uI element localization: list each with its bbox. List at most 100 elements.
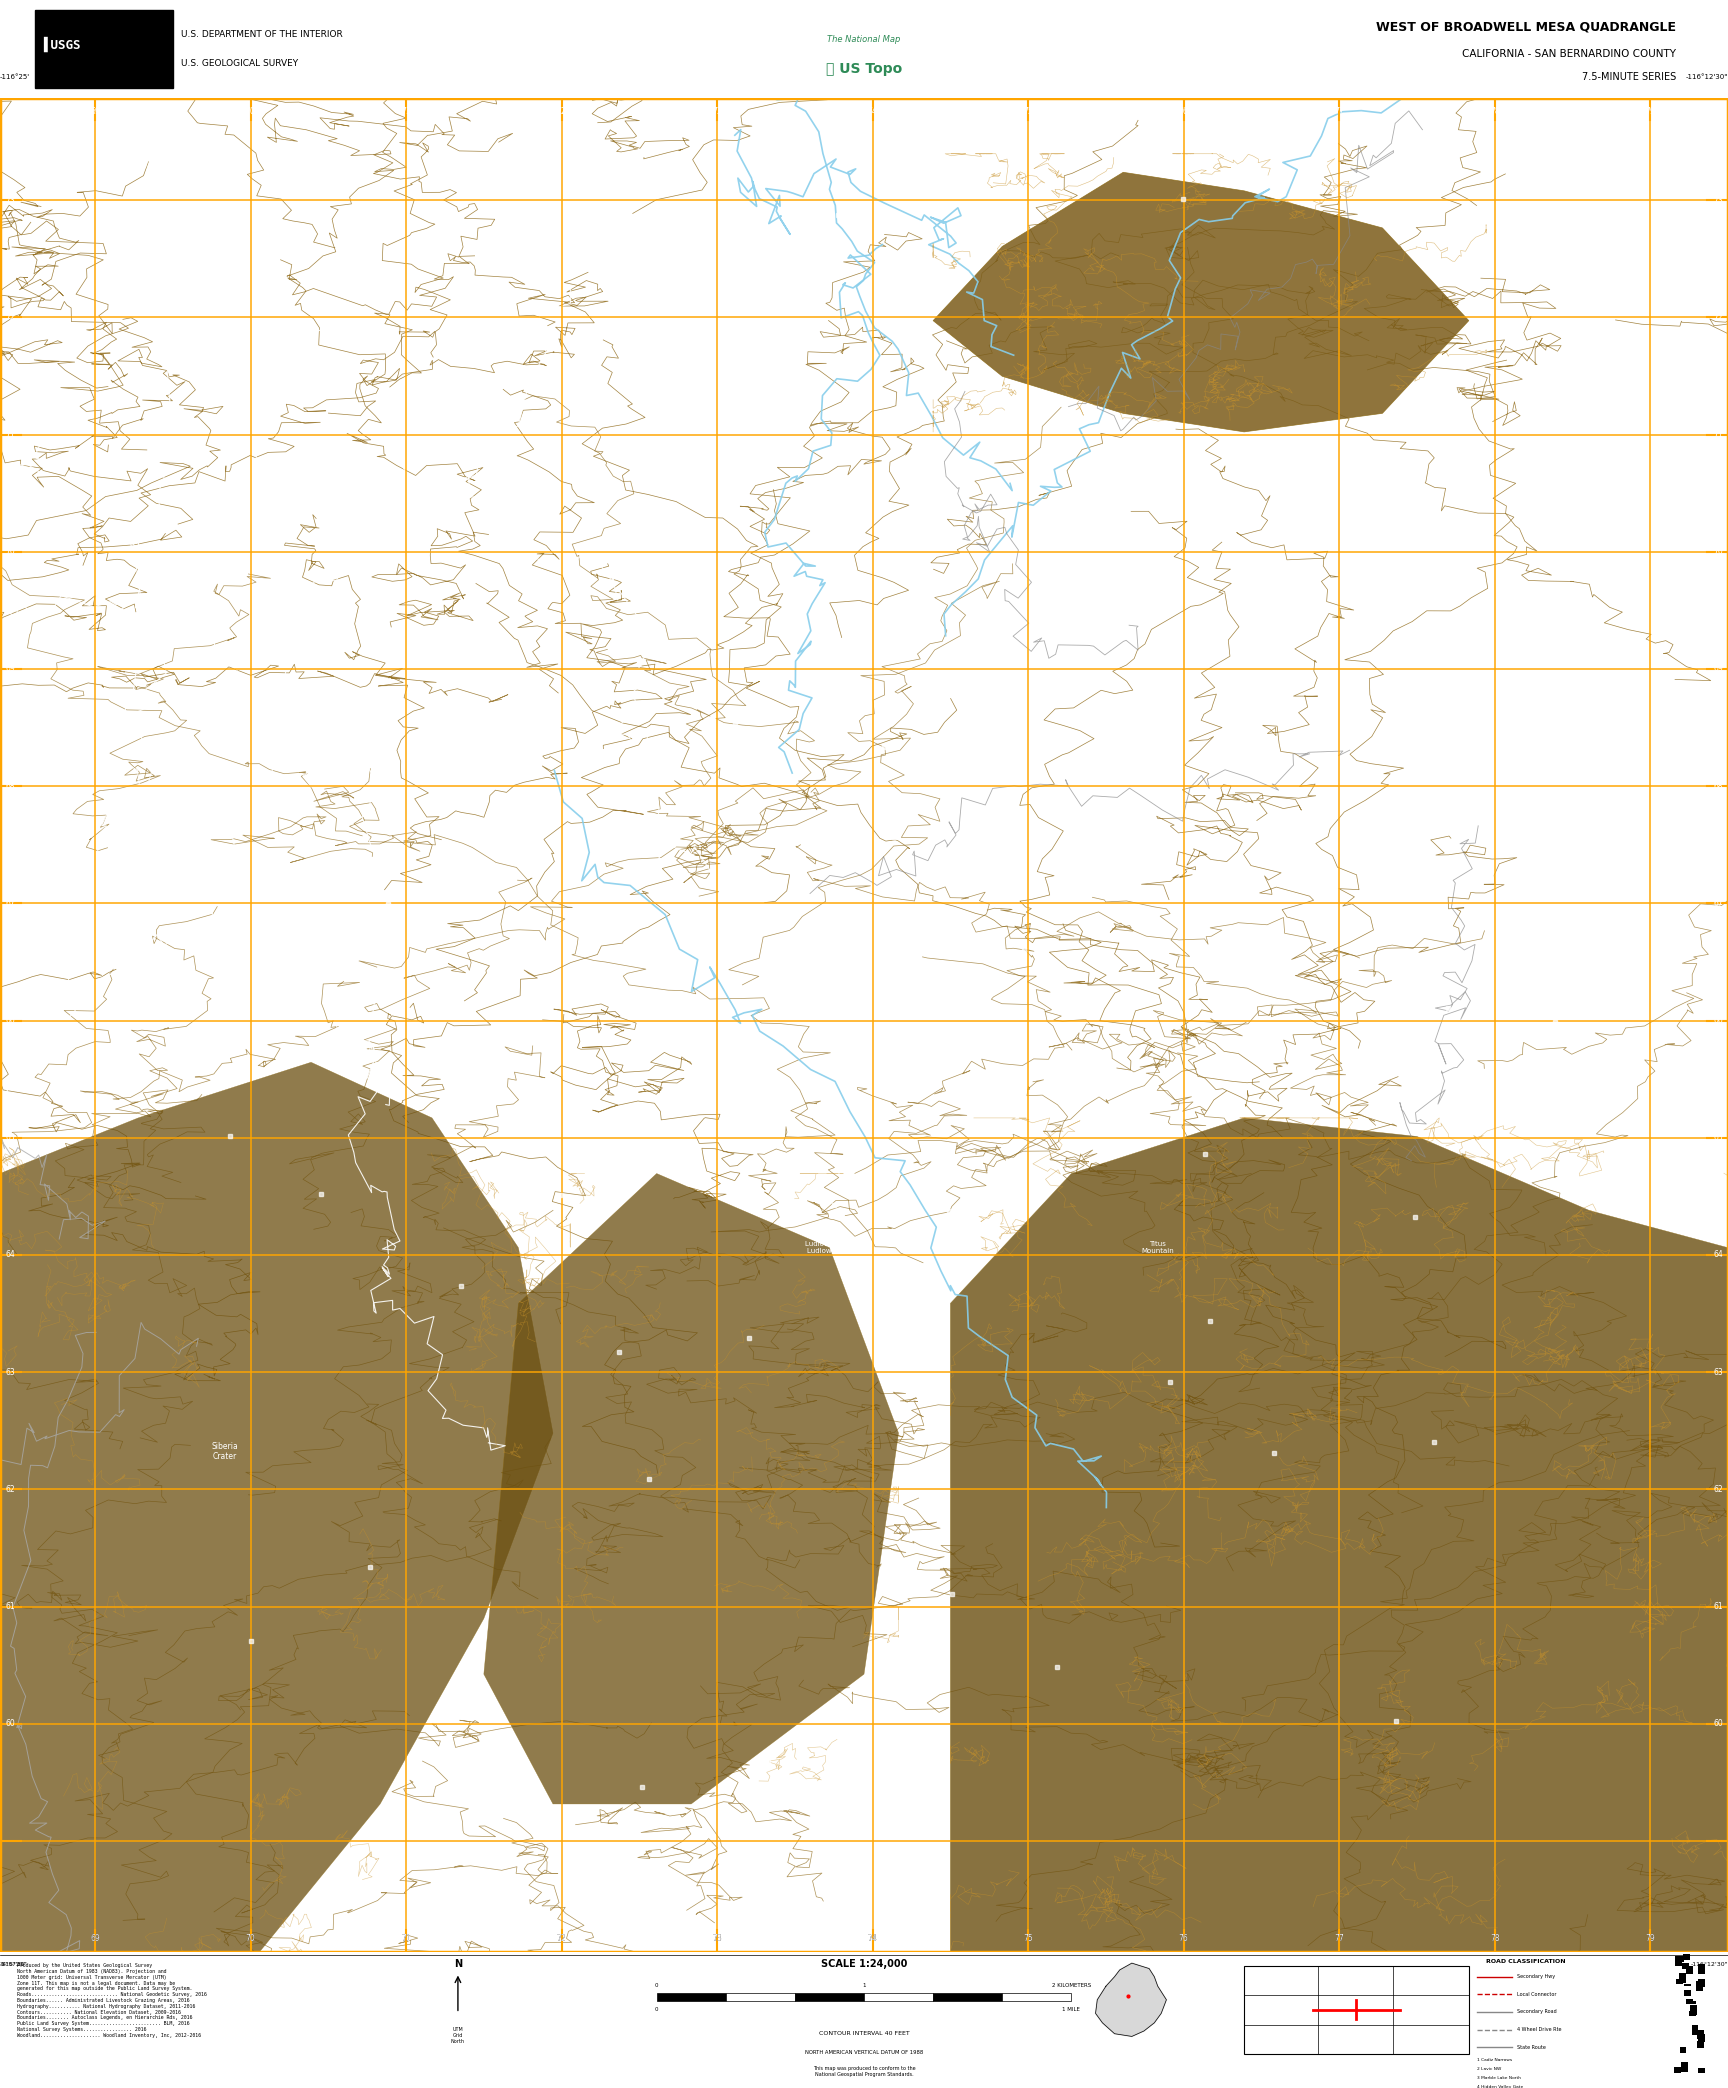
Text: 73: 73 <box>1712 196 1723 205</box>
Bar <box>726 1992 795 2000</box>
Text: 77: 77 <box>1334 1933 1344 1944</box>
Text: 70: 70 <box>245 1933 256 1944</box>
Bar <box>1680 2046 1687 2053</box>
Text: WEST OF BROADWELL MESA QUADRANGLE: WEST OF BROADWELL MESA QUADRANGLE <box>1375 21 1676 33</box>
Bar <box>1681 2063 1688 2071</box>
Bar <box>1692 2025 1699 2034</box>
Bar <box>1699 2034 1706 2042</box>
Text: 72: 72 <box>556 1933 567 1944</box>
Bar <box>1695 1982 1702 1992</box>
Bar <box>1683 1954 1690 1961</box>
Text: 79: 79 <box>1645 106 1655 117</box>
Text: 0: 0 <box>655 1984 658 1988</box>
Bar <box>1674 2067 1681 2073</box>
Bar <box>1678 1956 1685 1961</box>
Text: Ludlow Dunes
Ludlow Draw: Ludlow Dunes Ludlow Draw <box>805 1240 854 1255</box>
Text: 0: 0 <box>655 2007 658 2011</box>
Text: 69: 69 <box>1712 664 1723 674</box>
Bar <box>1690 2000 1697 2004</box>
Bar <box>35 10 173 88</box>
Text: 69: 69 <box>5 664 16 674</box>
Text: Titus
Mountain: Titus Mountain <box>1142 1240 1173 1255</box>
Text: 62: 62 <box>1712 1485 1723 1493</box>
Bar <box>1685 1990 1692 1996</box>
Text: 75: 75 <box>1023 1933 1033 1944</box>
Text: 1 Cadiz Narrows: 1 Cadiz Narrows <box>1477 2059 1512 2063</box>
Text: -116°25': -116°25' <box>0 73 29 79</box>
Text: 78: 78 <box>1490 1933 1500 1944</box>
Text: 34°57'30": 34°57'30" <box>0 1961 28 1967</box>
Text: -116°12'30": -116°12'30" <box>1690 1961 1728 1967</box>
Text: This map was produced to conform to the
National Geospatial Program Standards.: This map was produced to conform to the … <box>812 2067 916 2078</box>
Bar <box>1678 1973 1685 1984</box>
Text: 63: 63 <box>5 1368 16 1376</box>
Bar <box>1681 1963 1688 1969</box>
Bar <box>1681 2065 1688 2073</box>
Bar <box>795 1992 864 2000</box>
Polygon shape <box>0 1063 553 1952</box>
Text: 67: 67 <box>1712 898 1723 908</box>
Text: -116°12'30": -116°12'30" <box>1685 73 1728 79</box>
Polygon shape <box>933 173 1469 432</box>
Text: 64: 64 <box>5 1251 16 1259</box>
Text: 72: 72 <box>5 313 16 322</box>
Text: 73: 73 <box>5 196 16 205</box>
Bar <box>1699 2069 1706 2073</box>
Text: N: N <box>454 1959 461 1969</box>
Text: 2 Lavic NW: 2 Lavic NW <box>1477 2067 1502 2071</box>
Text: 65: 65 <box>1712 1134 1723 1142</box>
Text: U.S. GEOLOGICAL SURVEY: U.S. GEOLOGICAL SURVEY <box>181 58 299 69</box>
Text: 76: 76 <box>1178 1933 1189 1944</box>
Text: 79: 79 <box>1645 1933 1655 1944</box>
Text: 63: 63 <box>1712 1368 1723 1376</box>
Text: UTM
Grid
North: UTM Grid North <box>451 2027 465 2044</box>
Bar <box>1244 1967 1469 2055</box>
Bar <box>864 1992 933 2000</box>
Text: 69: 69 <box>90 1933 100 1944</box>
Text: 61: 61 <box>5 1601 16 1612</box>
Text: 61: 61 <box>1712 1601 1723 1612</box>
Text: 72: 72 <box>1712 313 1723 322</box>
Text: 71: 71 <box>401 1933 411 1944</box>
Text: Siberia
Crater: Siberia Crater <box>211 1443 238 1462</box>
Text: The National Map: The National Map <box>828 35 900 44</box>
Bar <box>1002 1992 1071 2000</box>
Text: NORTH AMERICAN VERTICAL DATUM OF 1988: NORTH AMERICAN VERTICAL DATUM OF 1988 <box>805 2050 923 2055</box>
Text: 78: 78 <box>1490 106 1500 117</box>
Text: State Route: State Route <box>1517 2044 1547 2050</box>
Text: Secondary Road: Secondary Road <box>1517 2009 1557 2015</box>
Text: 4 Wheel Drive Rte: 4 Wheel Drive Rte <box>1517 2027 1562 2032</box>
Text: 2 KILOMETERS: 2 KILOMETERS <box>1052 1984 1090 1988</box>
Bar <box>1676 1979 1683 1984</box>
Bar <box>1687 1998 1693 2004</box>
Bar <box>1687 1967 1693 1973</box>
Text: ROAD CLASSIFICATION: ROAD CLASSIFICATION <box>1486 1959 1566 1965</box>
Text: 71: 71 <box>401 106 411 117</box>
Text: 3 Marble Lake North: 3 Marble Lake North <box>1477 2075 1521 2080</box>
Bar <box>1690 2004 1697 2015</box>
Polygon shape <box>484 1173 899 1804</box>
Text: 71: 71 <box>1712 430 1723 438</box>
Bar <box>1683 1984 1690 1986</box>
Text: 68: 68 <box>5 781 16 791</box>
Text: 4 Hidden Valley Gate: 4 Hidden Valley Gate <box>1477 2084 1524 2088</box>
Text: Local Connector: Local Connector <box>1517 1992 1557 1996</box>
Text: 72: 72 <box>556 1933 567 1944</box>
Bar <box>933 1992 1002 2000</box>
Text: 66: 66 <box>1712 1017 1723 1025</box>
Text: 1: 1 <box>862 1984 866 1988</box>
Text: CONTOUR INTERVAL 40 FEET: CONTOUR INTERVAL 40 FEET <box>819 2032 909 2036</box>
Text: 71: 71 <box>5 430 16 438</box>
Text: 7.5-MINUTE SERIES: 7.5-MINUTE SERIES <box>1581 71 1676 81</box>
Text: 74: 74 <box>867 106 878 117</box>
Text: 69: 69 <box>90 1933 100 1944</box>
Text: 70: 70 <box>1712 547 1723 555</box>
Text: 79: 79 <box>1645 1933 1655 1944</box>
Text: 🌲 US Topo: 🌲 US Topo <box>826 63 902 75</box>
Text: 74: 74 <box>867 1933 878 1944</box>
Text: Secondary Hwy: Secondary Hwy <box>1517 1975 1555 1979</box>
Text: 60: 60 <box>1712 1718 1723 1729</box>
Text: -116°25': -116°25' <box>0 1961 26 1967</box>
Text: 76: 76 <box>1178 1933 1189 1944</box>
Text: 78: 78 <box>1490 1933 1500 1944</box>
